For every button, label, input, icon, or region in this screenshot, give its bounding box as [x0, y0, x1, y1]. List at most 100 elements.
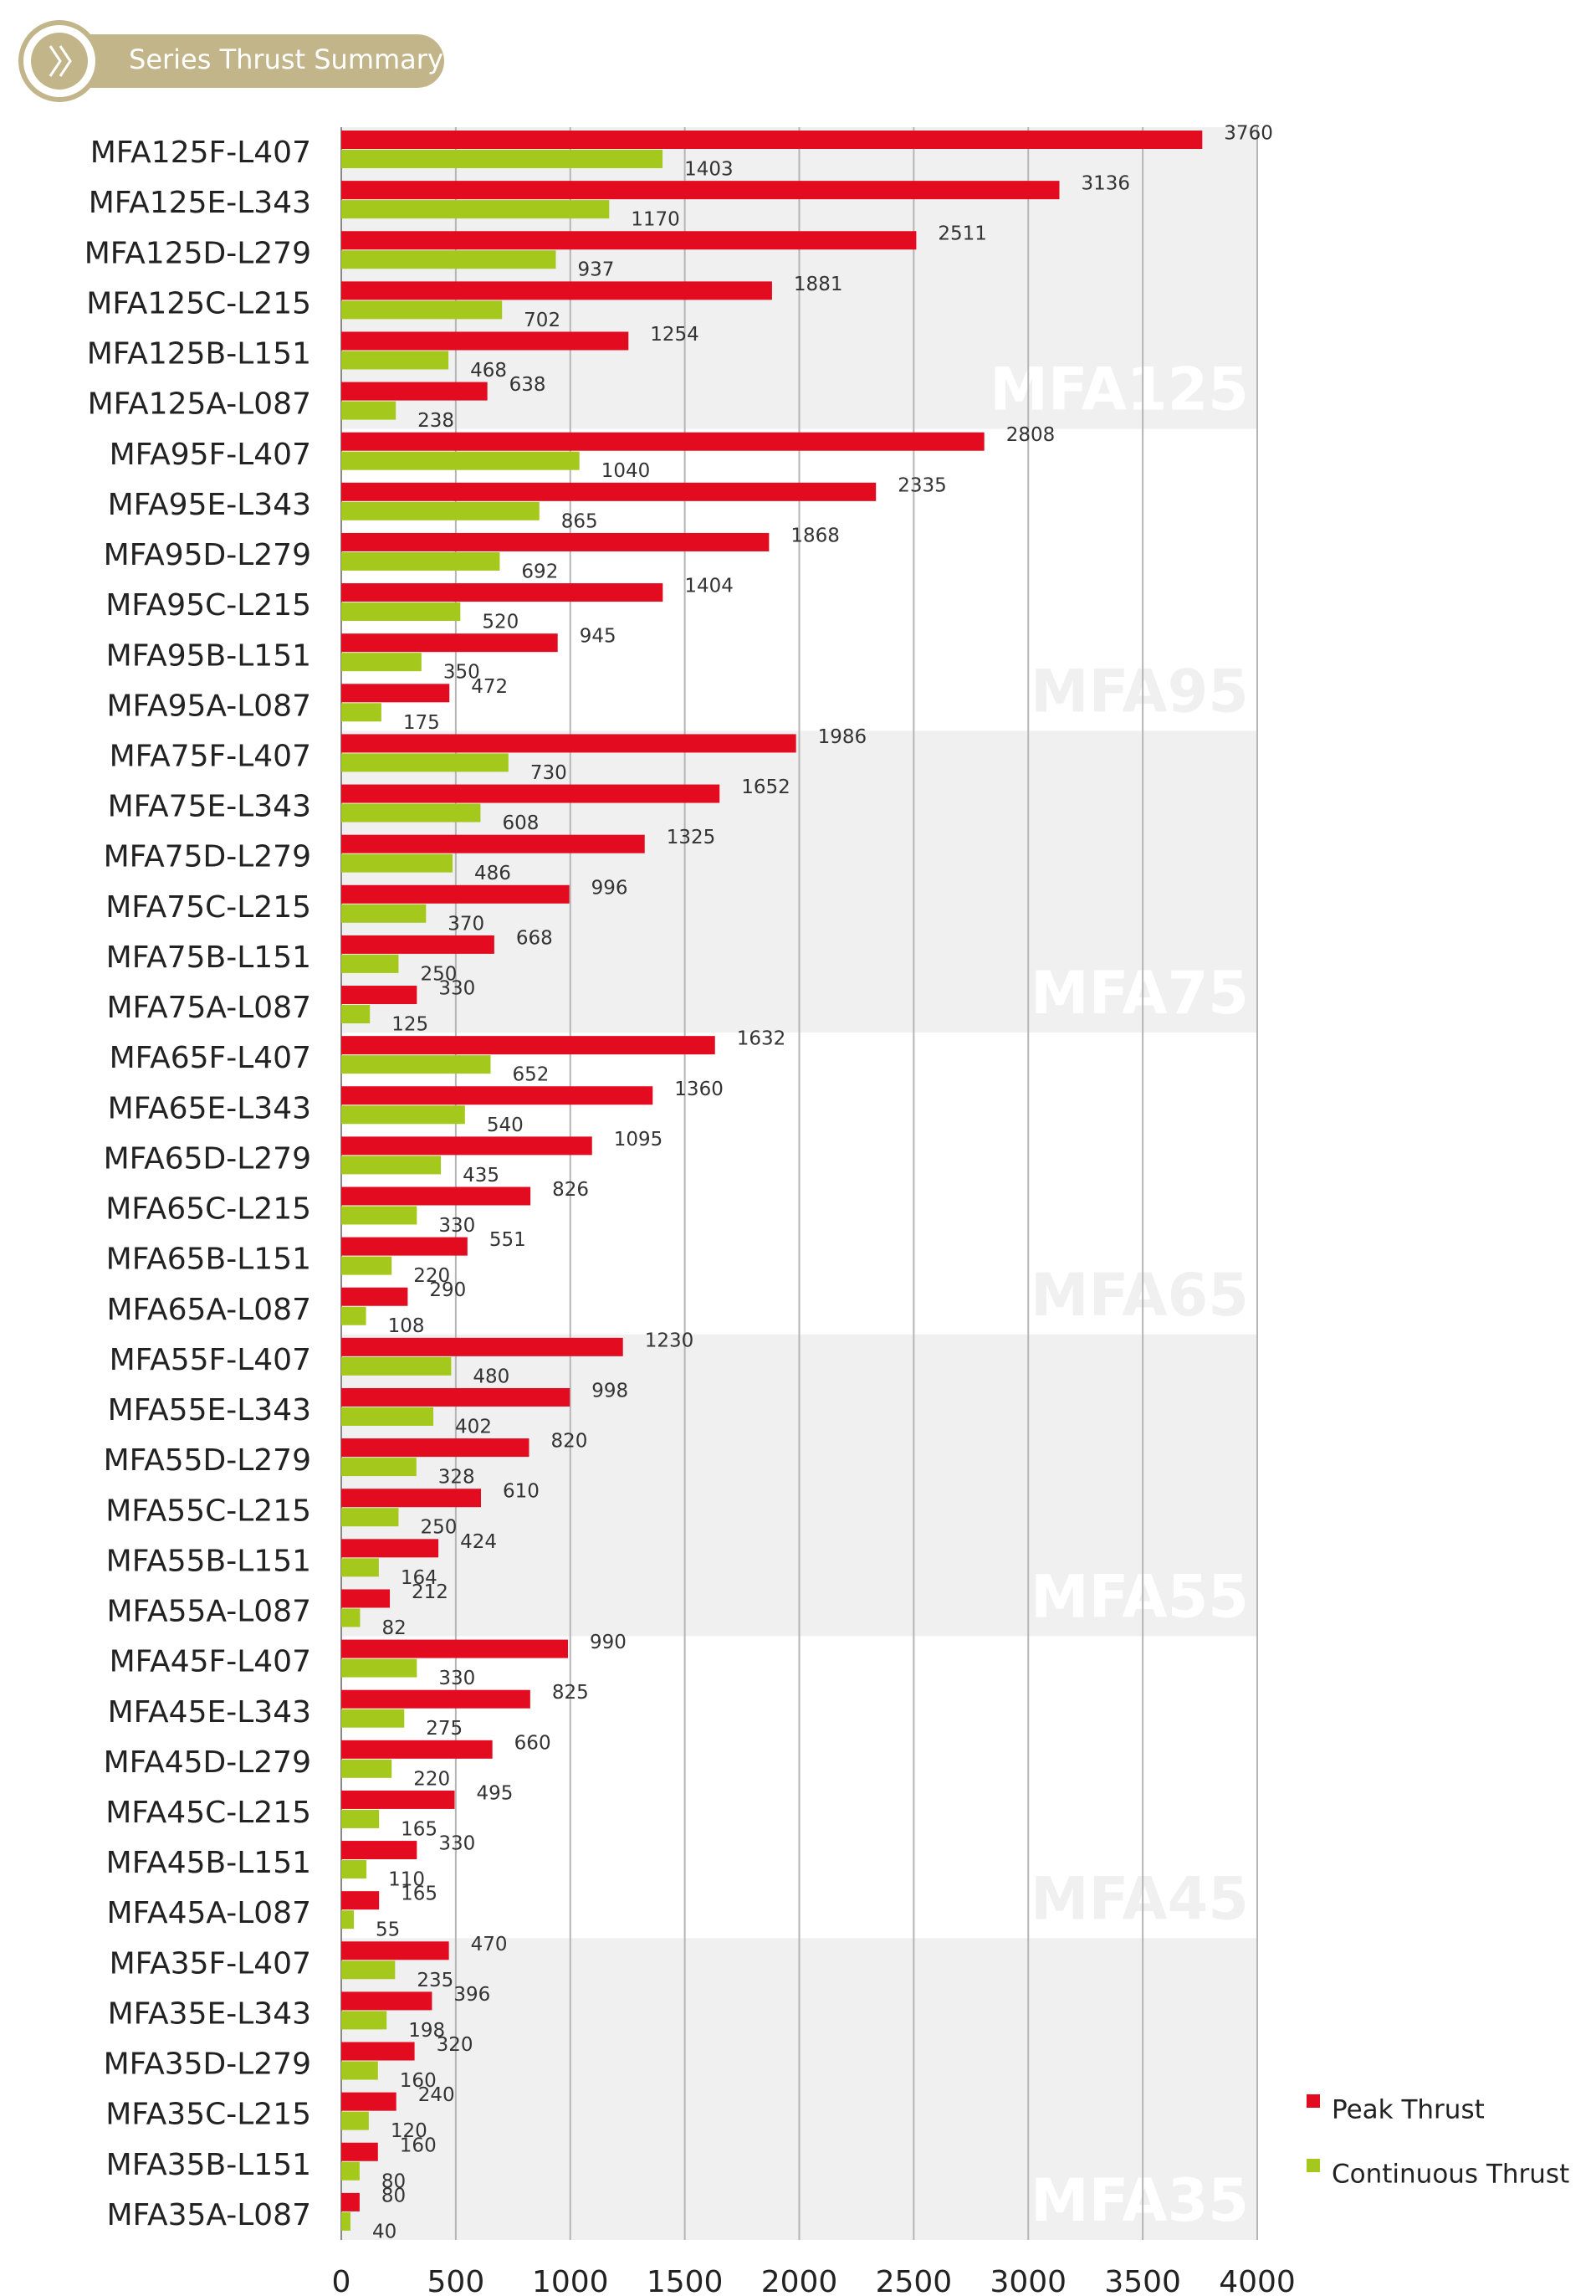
bar [341, 1740, 493, 1759]
bar [341, 532, 770, 551]
value-label: 2808 [1006, 424, 1056, 446]
y-tick-label: MFA75B-L151 [106, 940, 311, 975]
bar [341, 653, 422, 672]
bar [341, 1639, 569, 1658]
legend-label: Continuous Thrust [1332, 2160, 1569, 2190]
y-tick-label: MFA125C-L215 [86, 286, 311, 320]
legend-marker [1307, 2159, 1320, 2172]
y-tick-label: MFA75C-L215 [105, 890, 311, 925]
bar [341, 986, 417, 1005]
y-tick-label: MFA65E-L343 [108, 1091, 311, 1125]
value-label: 164 [401, 1567, 437, 1589]
y-tick-label: MFA35A-L087 [107, 2198, 312, 2232]
bar [341, 803, 481, 823]
value-label: 110 [388, 1869, 425, 1891]
bar [341, 1790, 455, 1809]
bar [341, 834, 645, 853]
value-label: 495 [477, 1782, 514, 1804]
y-tick-label: MFA45A-L087 [107, 1896, 312, 1930]
value-label: 108 [388, 1315, 425, 1337]
bar [341, 2061, 378, 2080]
bar [341, 684, 450, 703]
y-tick-label: MFA45D-L279 [104, 1745, 311, 1780]
bar [341, 1356, 452, 1376]
bar [341, 331, 629, 351]
value-label: 238 [417, 410, 454, 432]
y-tick-label: MFA45F-L407 [110, 1645, 311, 1679]
x-tick-label: 2000 [761, 2265, 838, 2296]
value-label: 468 [470, 360, 507, 382]
y-tick-label: MFA125D-L279 [84, 236, 311, 270]
bar [341, 1991, 432, 2011]
y-tick-label: MFA95B-L151 [106, 638, 311, 673]
group-label: MFA95 [1031, 657, 1249, 725]
bar [341, 1036, 715, 1055]
value-label: 320 [437, 2034, 473, 2056]
chart-title: Series Thrust Summary [129, 44, 443, 75]
value-label: 1095 [614, 1129, 663, 1151]
bar [341, 501, 540, 520]
group-label: MFA65 [1031, 1261, 1249, 1330]
x-tick-label: 1000 [532, 2265, 609, 2296]
bar [341, 2042, 415, 2061]
bar [341, 1237, 468, 1256]
value-label: 610 [503, 1481, 540, 1503]
y-tick-label: MFA35C-L215 [105, 2098, 311, 2132]
value-label: 160 [400, 2070, 437, 2092]
y-tick-label: MFA125F-L407 [90, 136, 311, 170]
value-label: 660 [514, 1732, 551, 1754]
y-tick-label: MFA75F-L407 [110, 739, 311, 773]
bar [341, 1558, 379, 1577]
bar [341, 853, 453, 873]
value-label: 820 [550, 1431, 587, 1453]
value-label: 435 [463, 1165, 499, 1186]
bar [341, 250, 556, 269]
group-label: MFA75 [1031, 959, 1249, 1028]
value-label: 945 [580, 626, 616, 648]
bar [341, 904, 427, 923]
y-tick-label: MFA95C-L215 [105, 588, 311, 623]
bar [341, 1759, 392, 1778]
bar [341, 432, 985, 451]
y-tick-label: MFA45B-L151 [106, 1846, 311, 1880]
value-label: 996 [591, 877, 628, 899]
badge-pill [59, 34, 444, 88]
bar [341, 1689, 530, 1709]
value-label: 350 [443, 662, 480, 684]
value-label: 160 [400, 2135, 437, 2156]
value-label: 1403 [684, 159, 734, 181]
bar [341, 1910, 355, 1930]
value-label: 1325 [667, 827, 716, 848]
value-label: 328 [438, 1467, 475, 1489]
bar [341, 382, 488, 401]
value-label: 702 [524, 310, 560, 331]
bar [341, 1055, 491, 1074]
bar [341, 1438, 529, 1458]
y-tick-label: MFA55B-L151 [106, 1544, 311, 1578]
bar [341, 1589, 391, 1608]
y-tick-label: MFA95E-L343 [108, 488, 311, 522]
x-tick-label: 0 [332, 2265, 351, 2296]
value-label: 998 [591, 1380, 628, 1402]
value-label: 2511 [938, 223, 987, 245]
title-badge: Series Thrust Summary [18, 20, 444, 102]
value-label: 424 [460, 1531, 497, 1553]
bar [341, 2142, 378, 2161]
y-tick-label: MFA75E-L343 [108, 790, 311, 824]
value-label: 480 [473, 1366, 509, 1387]
group-label: MFA45 [1031, 1864, 1249, 1933]
group-label: MFA55 [1031, 1563, 1249, 1632]
value-label: 165 [401, 1818, 437, 1840]
value-label: 1360 [674, 1079, 724, 1100]
bar [341, 1287, 408, 1306]
y-tick-label: MFA55D-L279 [104, 1443, 311, 1478]
value-label: 290 [429, 1279, 466, 1301]
bar [341, 1407, 434, 1426]
bar [341, 884, 570, 904]
value-label: 1986 [818, 726, 867, 748]
y-tick-label: MFA65D-L279 [104, 1141, 311, 1176]
value-label: 125 [391, 1014, 428, 1036]
y-tick-label: MFA95F-L407 [110, 438, 311, 472]
value-label: 608 [502, 812, 539, 834]
